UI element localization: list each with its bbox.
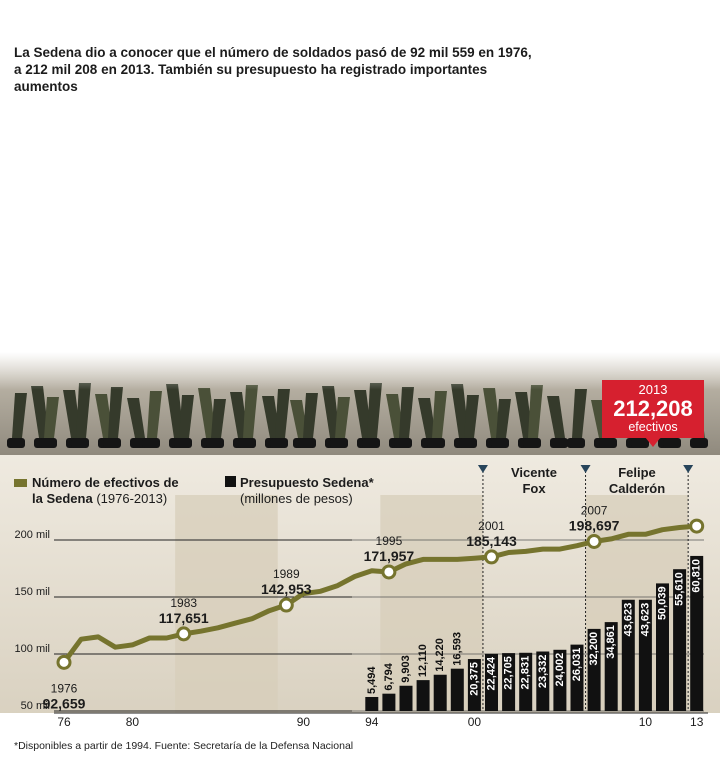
- budget-bar: [621, 599, 635, 711]
- budget-bar: [416, 680, 430, 711]
- budget-bar: [433, 674, 447, 711]
- troops-point-value: 185,143: [466, 533, 517, 549]
- y-tick-label: 50 mil: [21, 700, 50, 712]
- troops-point-marker: [586, 533, 602, 549]
- x-axis-band: [0, 713, 720, 733]
- x-tick-label: 13: [690, 715, 704, 729]
- troops-budget-chart: 50 mil 100 mil 150 mil 200 mil 5,494 6,794 9,…: [0, 455, 720, 733]
- budget-bar-label: 60,810: [691, 559, 703, 593]
- troops-legend-label: Número de efectivos de: [32, 475, 179, 490]
- troops-point-year: 1995: [376, 534, 403, 548]
- troops-point-year: 1976: [51, 681, 78, 695]
- footnote: *Disponibles a partir de 1994. Fuente: S…: [14, 740, 354, 752]
- troops-point-value: 171,957: [364, 548, 415, 564]
- term-marker-icon: [580, 465, 591, 473]
- troops-point-marker: [689, 518, 705, 534]
- budget-bar: [485, 653, 498, 711]
- x-tick-label: 94: [365, 715, 379, 729]
- term-marker-icon: [477, 465, 488, 473]
- budget-bar-label: 12,110: [417, 644, 429, 677]
- troops-point-year: 2007: [581, 503, 608, 517]
- budget-bar: [536, 651, 550, 711]
- budget-bar: [450, 668, 464, 711]
- callout-value: 212,208: [613, 396, 693, 421]
- budget-bar-label: 9,903: [400, 655, 412, 683]
- troops-point-value: 198,697: [569, 517, 620, 533]
- troops-point-marker: [56, 654, 72, 670]
- budget-bar-label: 22,705: [503, 656, 515, 690]
- budget-bar: [382, 693, 396, 711]
- troops-legend-swatch: [14, 479, 27, 487]
- troops-legend-sublabel: la Sedena (1976-2013): [32, 491, 167, 506]
- callout-pointer: [645, 437, 661, 447]
- budget-bar: [502, 653, 516, 711]
- budget-bar-label: 6,794: [383, 662, 395, 690]
- budget-bar-label: 26,031: [571, 648, 583, 682]
- callout-year: 2013: [638, 382, 668, 397]
- budget-bar-label: 24,002: [554, 653, 566, 687]
- budget-bar: [399, 685, 413, 711]
- budget-bar-label: 23,332: [537, 655, 549, 689]
- president-calderon-label: Felipe: [618, 465, 656, 480]
- president-fox-label-2: Fox: [522, 481, 546, 496]
- y-tick-label: 200 mil: [15, 529, 50, 541]
- budget-bar: [467, 659, 481, 711]
- budget-bar: [604, 622, 618, 711]
- term-marker-icon: [683, 465, 694, 473]
- budget-bar: [587, 628, 601, 711]
- troops-point-marker: [278, 597, 294, 613]
- troops-point-year: 1989: [273, 567, 300, 581]
- intro-text: La Sedena dio a conocer que el número de…: [14, 45, 532, 94]
- budget-bar-label: 34,861: [605, 625, 617, 659]
- budget-legend-sublabel: (millones de pesos): [240, 491, 353, 506]
- soldiers-photo: [0, 352, 720, 460]
- troops-point-value: 117,651: [159, 610, 209, 626]
- budget-bar-label: 43,623: [622, 603, 634, 637]
- x-tick-label: 00: [468, 715, 482, 729]
- term-shade: [380, 495, 483, 717]
- callout-label: efectivos: [628, 420, 678, 434]
- troops-point-value: 142,953: [261, 581, 312, 597]
- troops-point-year: 1983: [170, 596, 197, 610]
- budget-bar-label: 55,610: [674, 572, 686, 606]
- budget-bar-label: 22,831: [520, 656, 532, 690]
- y-tick-label: 100 mil: [15, 643, 50, 655]
- budget-bar-label: 14,220: [434, 638, 446, 672]
- budget-bar: [570, 644, 584, 711]
- troops-point-value: 92,659: [43, 695, 86, 711]
- budget-bar-label: 22,424: [486, 656, 498, 691]
- president-fox-label: Vicente: [511, 465, 557, 480]
- budget-bar-label: 16,593: [451, 632, 463, 666]
- x-tick-label: 10: [639, 715, 653, 729]
- budget-bar-label: 43,623: [639, 603, 651, 637]
- budget-bar-label: 20,375: [468, 662, 480, 696]
- budget-bar-label: 50,039: [657, 586, 669, 620]
- x-tick-label: 76: [57, 715, 71, 729]
- budget-bar: [638, 599, 652, 711]
- troops-point-marker: [484, 549, 499, 565]
- budget-bar-label: 32,200: [588, 632, 600, 666]
- president-calderon-label-2: Calderón: [609, 481, 665, 496]
- budget-bar-label: 5,494: [366, 666, 378, 694]
- budget-bar: [365, 696, 379, 711]
- budget-bar: [690, 555, 704, 711]
- budget-bar: [553, 649, 567, 711]
- x-tick-label: 90: [297, 715, 311, 729]
- budget-legend-label: Presupuesto Sedena*: [240, 475, 375, 490]
- budget-bar: [673, 569, 687, 711]
- troops-point-marker: [381, 564, 397, 580]
- budget-legend-swatch: [225, 476, 236, 487]
- term-shade: [175, 495, 278, 717]
- y-tick-label: 150 mil: [15, 586, 50, 598]
- troops-point-marker: [176, 626, 192, 642]
- troops-point-year: 2001: [478, 519, 505, 533]
- x-tick-label: 80: [126, 715, 140, 729]
- budget-bar: [656, 583, 669, 711]
- budget-bar: [519, 652, 533, 711]
- callout-2013: 2013 212,208 efectivos: [602, 380, 704, 438]
